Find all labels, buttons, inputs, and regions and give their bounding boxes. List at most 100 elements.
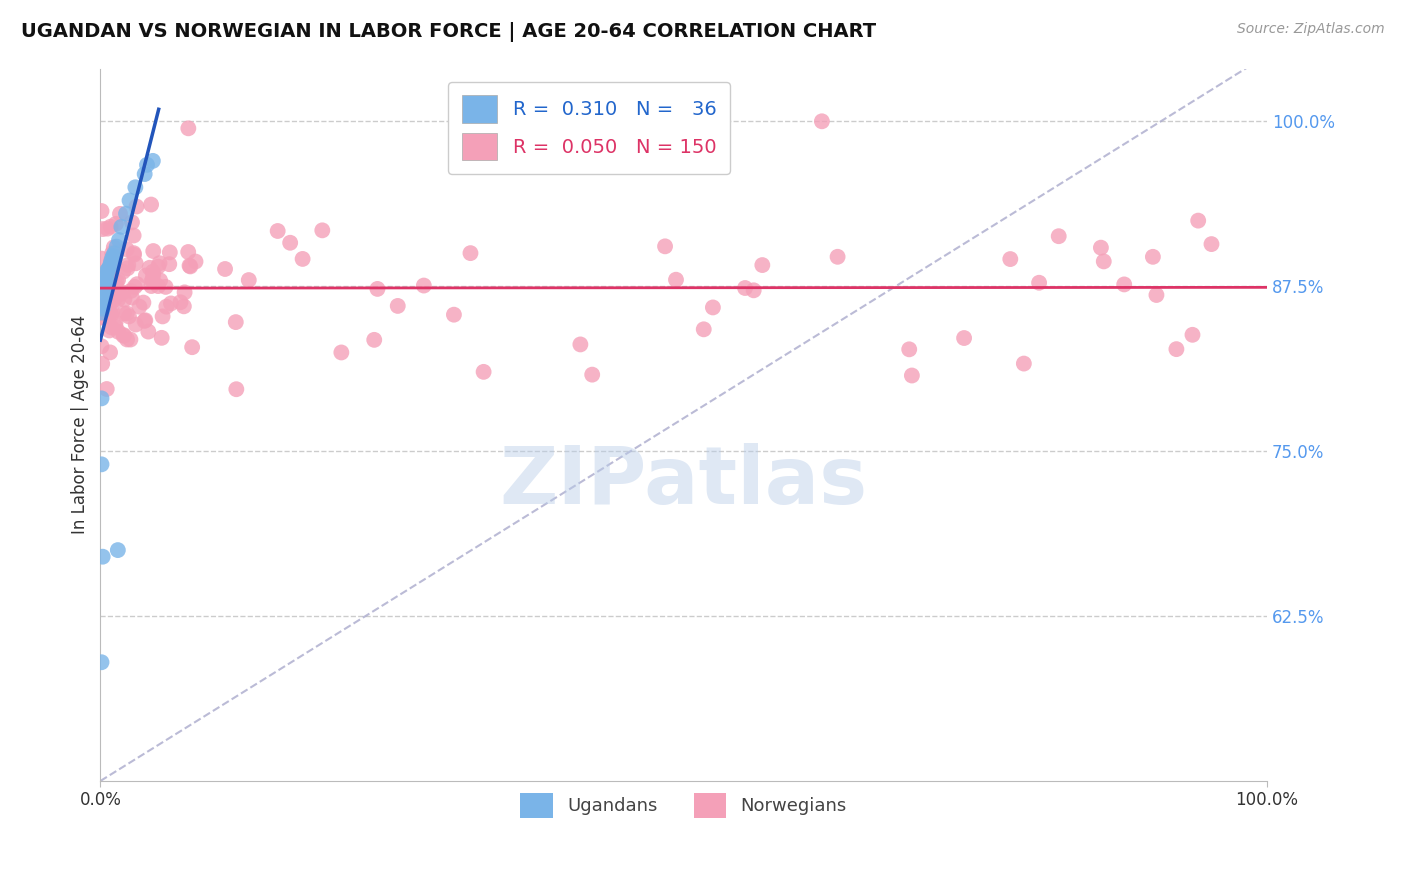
Point xyxy=(1012,357,1035,371)
Point xyxy=(104,315,127,329)
Point xyxy=(136,158,159,172)
Point xyxy=(121,291,143,305)
Point xyxy=(112,306,135,320)
Point xyxy=(91,549,114,564)
Point xyxy=(159,245,181,260)
Point xyxy=(97,267,120,281)
Point xyxy=(103,246,125,260)
Point xyxy=(101,252,124,266)
Point xyxy=(139,197,162,211)
Point xyxy=(104,319,127,334)
Point xyxy=(1114,277,1136,292)
Point xyxy=(266,224,288,238)
Point xyxy=(125,256,148,270)
Point xyxy=(160,296,183,310)
Point xyxy=(330,345,353,359)
Point xyxy=(132,295,155,310)
Point xyxy=(101,246,124,260)
Point xyxy=(96,266,118,280)
Point xyxy=(141,279,163,293)
Point xyxy=(142,268,165,282)
Point xyxy=(108,233,131,247)
Point xyxy=(1166,342,1188,356)
Point xyxy=(100,255,122,269)
Point xyxy=(97,309,120,323)
Point xyxy=(124,180,146,194)
Point xyxy=(90,339,112,353)
Point xyxy=(98,345,121,359)
Point xyxy=(138,260,160,275)
Point xyxy=(141,274,163,288)
Point xyxy=(90,299,112,313)
Point xyxy=(1146,288,1168,302)
Point xyxy=(91,293,114,307)
Point xyxy=(150,331,173,345)
Point xyxy=(108,207,131,221)
Point xyxy=(104,277,127,291)
Point xyxy=(107,273,129,287)
Point xyxy=(122,248,145,262)
Point xyxy=(225,315,247,329)
Point xyxy=(142,153,165,168)
Point xyxy=(115,242,138,256)
Point xyxy=(117,258,139,272)
Point xyxy=(104,217,127,231)
Point xyxy=(91,274,114,288)
Point xyxy=(134,313,156,327)
Point xyxy=(128,300,150,314)
Point xyxy=(134,167,156,181)
Point xyxy=(120,333,142,347)
Point xyxy=(101,263,124,277)
Point xyxy=(146,260,169,274)
Point xyxy=(225,382,247,396)
Point xyxy=(581,368,603,382)
Point xyxy=(98,260,121,274)
Text: ZIPatlas: ZIPatlas xyxy=(499,442,868,521)
Point xyxy=(363,333,385,347)
Point xyxy=(91,305,114,319)
Point xyxy=(152,310,174,324)
Point xyxy=(412,278,434,293)
Point xyxy=(100,253,122,268)
Y-axis label: In Labor Force | Age 20-64: In Labor Force | Age 20-64 xyxy=(72,315,89,534)
Point xyxy=(91,357,114,371)
Point xyxy=(93,288,115,302)
Point xyxy=(93,279,115,293)
Point xyxy=(90,655,112,669)
Point xyxy=(93,285,115,300)
Point xyxy=(117,261,139,276)
Point xyxy=(115,207,138,221)
Point xyxy=(91,290,114,304)
Point xyxy=(387,299,409,313)
Point xyxy=(1028,276,1050,290)
Point xyxy=(1047,229,1070,244)
Point xyxy=(93,298,115,312)
Text: Source: ZipAtlas.com: Source: ZipAtlas.com xyxy=(1237,22,1385,37)
Point xyxy=(122,246,145,260)
Point xyxy=(472,365,495,379)
Point xyxy=(91,301,114,316)
Point xyxy=(93,275,115,289)
Point xyxy=(90,305,112,319)
Point xyxy=(91,298,114,312)
Point xyxy=(98,304,121,318)
Point xyxy=(101,305,124,319)
Point xyxy=(96,263,118,277)
Point xyxy=(97,262,120,277)
Point xyxy=(112,265,135,279)
Point xyxy=(702,301,724,315)
Point xyxy=(118,194,141,208)
Point xyxy=(654,239,676,253)
Point xyxy=(125,200,148,214)
Point xyxy=(1090,241,1112,255)
Point xyxy=(90,458,112,472)
Point xyxy=(121,215,143,229)
Point xyxy=(90,293,112,307)
Point xyxy=(100,307,122,321)
Point xyxy=(94,279,117,293)
Point xyxy=(112,293,135,307)
Point xyxy=(90,252,112,266)
Point xyxy=(97,262,120,277)
Point xyxy=(91,310,114,324)
Point xyxy=(177,121,200,136)
